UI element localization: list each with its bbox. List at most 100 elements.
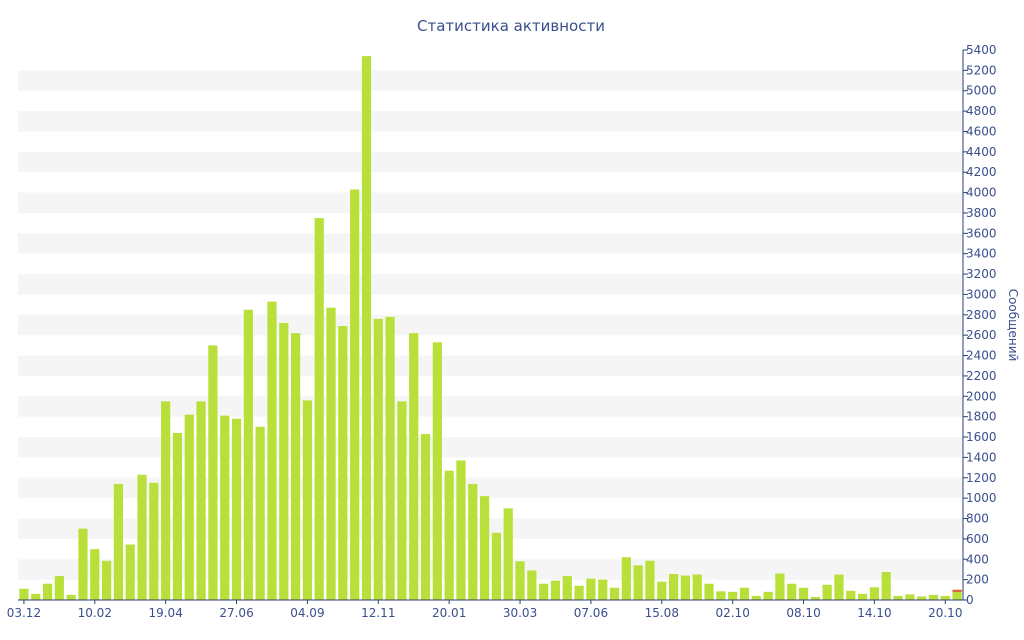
bar (31, 593, 41, 600)
bar (822, 584, 832, 600)
bar (267, 301, 277, 600)
bar (598, 579, 608, 600)
bar (468, 483, 478, 600)
bar (231, 418, 242, 600)
bar (397, 401, 407, 600)
y-tick-label: 400 (966, 552, 989, 566)
bar (775, 573, 785, 600)
y-tick-label: 600 (966, 532, 989, 546)
grid-band (18, 70, 963, 91)
bar (90, 549, 100, 600)
bar (220, 415, 230, 600)
x-tick-label: 19.04 (148, 606, 182, 620)
grid-band (18, 518, 963, 539)
bar (255, 426, 265, 600)
bar (798, 587, 809, 600)
grid-band (18, 477, 963, 499)
y-tick-label: 3400 (966, 247, 997, 261)
grid-band (18, 437, 963, 458)
bar-series (19, 56, 962, 601)
x-tick-label: 04.09 (290, 606, 324, 620)
bar (149, 482, 159, 600)
y-tick-label: 1600 (966, 430, 997, 444)
x-tick-label: 20.01 (432, 606, 466, 620)
bar (350, 189, 360, 600)
bar (680, 575, 691, 600)
bar (668, 574, 679, 600)
bar (137, 474, 147, 600)
y-tick-label: 200 (966, 573, 989, 587)
bar (491, 532, 502, 600)
y-tick-label: 4200 (966, 165, 997, 179)
x-tick-label: 27.06 (219, 606, 253, 620)
y-tick-label: 4000 (966, 186, 997, 200)
bar (787, 583, 797, 600)
y-axis-label: Сообщений (1006, 289, 1020, 362)
bar (113, 483, 124, 600)
grid-band (18, 274, 963, 295)
y-tick-label: 1400 (966, 450, 997, 464)
bar-highlight (952, 589, 962, 592)
bar (515, 561, 525, 600)
bar (302, 400, 313, 600)
x-tick-label: 14.10 (857, 606, 891, 620)
grid-band (18, 233, 963, 254)
bar (184, 414, 194, 600)
bar (456, 460, 466, 600)
grid-band (18, 559, 963, 580)
y-tick-label: 1800 (966, 410, 997, 424)
bar (550, 580, 561, 600)
bar (857, 593, 868, 600)
bar (586, 578, 596, 600)
bar (539, 583, 549, 600)
grid-band (18, 355, 963, 376)
bar (763, 591, 773, 600)
y-tick-label: 3200 (966, 267, 997, 281)
y-tick-label: 4800 (966, 104, 997, 118)
bar (208, 345, 218, 600)
bar (881, 571, 891, 600)
y-tick-label: 1000 (966, 491, 997, 505)
bar (621, 557, 631, 600)
bar (692, 574, 702, 600)
y-tick-label: 2400 (966, 349, 997, 363)
x-tick-label: 08.10 (786, 606, 820, 620)
x-tick-label: 07.06 (574, 606, 608, 620)
bar (385, 316, 395, 600)
bar (917, 596, 927, 600)
bar (172, 432, 183, 600)
grid-band (18, 151, 963, 173)
bar (846, 590, 856, 600)
bar (869, 587, 880, 600)
y-tick-label: 2200 (966, 369, 997, 383)
bar (78, 528, 88, 600)
bar (54, 576, 64, 600)
bar (728, 591, 738, 600)
bar (704, 583, 714, 600)
y-tick-label: 5400 (966, 43, 997, 57)
y-tick-label: 0 (966, 593, 974, 607)
grid-band (18, 396, 963, 417)
bar (503, 508, 513, 600)
bar (196, 401, 206, 600)
bar (444, 470, 454, 600)
y-axis-ticks: 0 200 400 600 800 1000 1200 1400 1600 1800 2000 220… (963, 43, 997, 607)
bar (633, 565, 643, 600)
bar (338, 326, 348, 600)
y-tick-label: 4400 (966, 145, 997, 159)
bar (314, 218, 324, 601)
bar (905, 594, 915, 600)
bar (279, 322, 289, 600)
x-tick-label: 12.11 (361, 606, 395, 620)
bar (66, 594, 76, 600)
x-tick-label: 02.10 (715, 606, 749, 620)
bar (952, 589, 962, 600)
bar (751, 595, 761, 600)
bar (432, 342, 442, 600)
bar (609, 587, 620, 600)
bar (645, 560, 655, 600)
y-tick-label: 1200 (966, 471, 997, 485)
bar (101, 560, 112, 600)
x-tick-label: 30.03 (503, 606, 537, 620)
bar (42, 583, 53, 600)
